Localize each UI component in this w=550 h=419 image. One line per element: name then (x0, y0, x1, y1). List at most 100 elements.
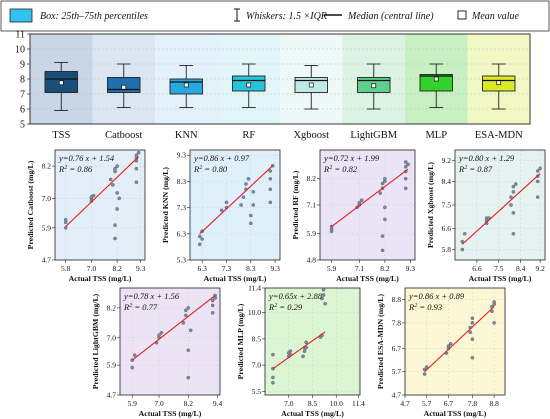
scatter-ytick-label-esa-mdn-1: 5.7 (392, 367, 402, 376)
box-mean-6 (433, 76, 439, 82)
scatter-xtick-label-catboost-1: 7.0 (87, 264, 97, 273)
scatter-point-mlp-15 (320, 296, 324, 301)
scatter-ylabel-catboost: Predicted Catboost (mg/L) (26, 160, 35, 249)
scatter-point-lightgbm-11 (186, 375, 191, 380)
legend-mean-symbol (457, 10, 467, 20)
scatter-xtick-label-rf-3: 9.3 (406, 264, 416, 273)
scatter-point-knn-18 (268, 169, 273, 173)
scatter-fit-line-esa-mdn (424, 306, 495, 373)
box-rf (232, 63, 266, 108)
legend-box-label: Box: 25th–75th percentiles (40, 11, 148, 22)
scatter-ytick-label-esa-mdn-3: 7.8 (392, 318, 402, 327)
box-mean-4 (308, 82, 314, 88)
scatter-xtick-label-rf-2: 8.2 (380, 264, 390, 273)
box-ytick-label-4: 9 (20, 60, 25, 71)
scatter-xtick-label-xgboost-1: 7.5 (494, 264, 504, 273)
scatter-ytick-label-mlp-0: 5.5 (252, 387, 262, 396)
box-axes-frame (29, 33, 531, 125)
scatter-r2-esa-mdn: R2 = 0.93 (408, 302, 442, 312)
scatter-xlabel-xgboost: Actual TSS (mg/L) (469, 274, 532, 283)
legend-box-swatch (9, 8, 33, 23)
box-category-label-6: MLP (425, 130, 447, 141)
scatter-panel-esa-mdn: 4.7 5.7 6.7 7.8 8.8 4.7 5.7 6.7 7.8 8.8 y=0.86 x +… (376, 287, 506, 418)
scatter-frame-mlp (264, 287, 361, 396)
scatter-ytick-label-esa-mdn-2: 6.7 (392, 344, 402, 353)
scatter-xtick-label-lightgbm-2: 8.2 (184, 399, 194, 408)
scatter-point-rf-21 (403, 176, 408, 181)
scatter-point-lightgbm-8 (184, 313, 188, 318)
scatter-r2-knn: R2 = 0.80 (193, 164, 228, 174)
scatter-equation-esa-mdn: y=0.86 x + 0.89 (408, 291, 465, 301)
scatter-ylabel-rf: Predicted RF (mg/L) (291, 170, 300, 239)
scatter-point-catboost-6 (91, 193, 96, 198)
scatter-xtick-label-knn-2: 8.3 (246, 264, 256, 273)
scatter-fit-line-mlp (272, 331, 326, 370)
scatter-background-esa-mdn (405, 288, 505, 395)
scatter-r2-catboost: R2 = 0.86 (58, 164, 93, 174)
scatter-panel-lightgbm: 5.9 7.0 8.2 9.4 4.7 5.9 7.0 8.2 y=0.78 x + 1.56R… (91, 287, 222, 418)
scatter-point-knn-7 (239, 203, 243, 207)
scatter-xtick-label-knn-1: 7.3 (222, 264, 232, 273)
scatter-ytick-label-esa-mdn-0: 4.7 (392, 391, 402, 400)
scatter-point-mlp-0 (271, 380, 275, 385)
box-tss (44, 62, 78, 111)
scatter-point-mlp-7 (288, 349, 293, 353)
scatter-xtick-label-rf-0: 5.9 (327, 264, 337, 273)
scatter-frame-xgboost (454, 149, 546, 261)
box-category-label-7: ESA-MDN (475, 130, 523, 141)
box-category-label-4: Xgboost (293, 130, 329, 141)
scatter-ytick-label-mlp-1: 7.0 (252, 361, 262, 370)
scatter-frame-knn (189, 149, 281, 261)
scatter-xtick-label-esa-mdn-2: 6.7 (444, 399, 454, 408)
scatter-frame-esa-mdn (404, 287, 506, 396)
scatter-point-rf-13 (380, 234, 385, 238)
scatter-point-lightgbm-9 (184, 308, 188, 313)
scatter-point-rf-6 (359, 198, 364, 203)
scatter-xtick-label-xgboost-2: 8.4 (516, 264, 526, 273)
scatter-point-esa-mdn-17 (492, 321, 496, 325)
scatter-point-rf-20 (403, 186, 408, 191)
scatter-point-knn-17 (268, 177, 273, 181)
scatter-panel-catboost: 5.8 7.0 8.2 9.3 4.7 5.9 7.0 8.2 y=0.76 x + 1.54R… (26, 149, 146, 283)
box-category-label-3: RF (242, 130, 255, 141)
scatter-point-lightgbm-5 (157, 333, 161, 338)
scatter-ytick-label-lightgbm-2: 7.0 (107, 333, 117, 342)
scatter-point-mlp-18 (323, 301, 327, 306)
scatter-equation-rf: y=0.72 x + 1.99 (323, 153, 380, 163)
scatter-point-lightgbm-7 (181, 321, 186, 325)
scatter-point-knn-6 (224, 200, 229, 205)
scatter-point-xgboost-14 (535, 179, 540, 184)
scatter-xtick-label-lightgbm-1: 7.0 (154, 399, 164, 408)
scatter-point-mlp-17 (321, 287, 326, 292)
scatter-equation-xgboost: y=0.80 x + 1.29 (458, 153, 515, 163)
box-category-label-2: KNN (175, 130, 198, 141)
scatter-point-xgboost-8 (509, 195, 513, 199)
scatter-point-mlp-1 (271, 375, 275, 380)
scatter-ylabel-esa-mdn: Predicted ESA-MDN (mg/L) (376, 294, 385, 390)
scatter-point-esa-mdn-10 (470, 316, 475, 321)
scatter-point-lightgbm-12 (186, 348, 191, 353)
scatter-point-lightgbm-14 (210, 303, 215, 308)
scatter-ytick-label-knn-1: 6.3 (177, 229, 187, 238)
box-knn (169, 65, 203, 108)
scatter-point-esa-mdn-7 (468, 330, 473, 334)
scatter-point-knn-8 (241, 195, 246, 199)
scatter-point-knn-20 (268, 200, 273, 205)
scatter-point-esa-mdn-6 (448, 342, 453, 346)
scatter-point-mlp-8 (301, 354, 305, 359)
legend-whisker-symbol (234, 8, 240, 22)
scatter-ytick-label-lightgbm-0: 4.7 (107, 391, 117, 400)
scatter-point-lightgbm-10 (186, 306, 191, 310)
scatter-ytick-label-lightgbm-1: 5.9 (107, 361, 117, 370)
scatter-point-lightgbm-13 (188, 328, 193, 333)
scatter-point-xgboost-7 (509, 203, 513, 207)
scatter-panels: 5.8 7.0 8.2 9.34.75.97.08.2y=0.76 x + 1.54R… (26, 149, 546, 418)
scatter-xtick-label-catboost-3: 9.3 (136, 264, 146, 273)
scatter-xlabel-catboost: Actual TSS (mg/L) (69, 274, 132, 283)
scatter-point-knn-15 (251, 190, 256, 194)
scatter-ytick-label-lightgbm-3: 8.2 (107, 303, 117, 312)
scatter-xtick-label-xgboost-0: 6.6 (472, 264, 482, 273)
box-mean-1 (121, 84, 127, 90)
scatter-xlabel-knn: Actual TSS (mg/L) (204, 274, 267, 283)
scatter-fit-line-knn (199, 165, 274, 235)
